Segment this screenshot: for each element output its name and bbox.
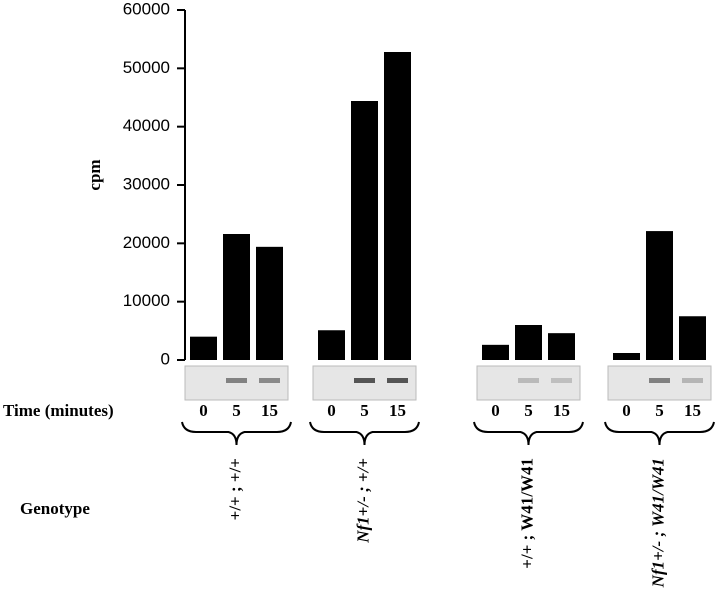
gel-band <box>551 378 572 383</box>
bar <box>384 52 411 360</box>
group-label: Nf1+/- ; +/+ <box>353 458 372 544</box>
y-tick-label: 20000 <box>123 233 170 252</box>
bar <box>646 231 673 360</box>
x-tick-label: 0 <box>199 401 208 420</box>
gel-band <box>649 378 670 383</box>
x-tick-label: 5 <box>232 401 241 420</box>
x-tick-label: 5 <box>655 401 664 420</box>
gel-band <box>354 378 375 383</box>
y-tick-label: 50000 <box>123 58 170 77</box>
y-axis-label: cpm <box>85 159 104 190</box>
bar <box>482 344 509 360</box>
bar <box>223 234 250 360</box>
x-axis-label: Time (minutes) <box>3 401 114 420</box>
bar <box>548 333 575 360</box>
gel-band <box>259 378 280 383</box>
x-tick-label: 15 <box>389 401 406 420</box>
bar <box>613 353 640 360</box>
bar <box>515 325 542 360</box>
bar <box>679 316 706 360</box>
group-brace <box>473 421 584 446</box>
gel-band <box>518 378 539 383</box>
x-tick-label: 15 <box>553 401 570 420</box>
group-axis-label: Genotype <box>20 499 90 518</box>
x-tick-label: 0 <box>622 401 631 420</box>
y-tick-label: 60000 <box>123 0 170 18</box>
gel-band <box>226 378 247 383</box>
bar <box>351 101 378 360</box>
gel-strip <box>607 365 712 401</box>
bar <box>190 336 217 360</box>
group-label: Nf1+/- ; W41/W41 <box>648 458 667 588</box>
gel-band <box>387 378 408 383</box>
bar <box>256 246 283 360</box>
gel-strip <box>476 365 581 401</box>
group-label: +/+ ; W41/W41 <box>517 458 536 569</box>
y-tick-label: 40000 <box>123 116 170 135</box>
x-tick-label: 5 <box>524 401 533 420</box>
group-label: +/+ ; +/+ <box>225 458 244 520</box>
group-brace <box>181 421 292 446</box>
x-tick-label: 0 <box>327 401 336 420</box>
x-tick-label: 15 <box>684 401 701 420</box>
group-brace <box>604 421 715 446</box>
bar <box>318 330 345 360</box>
gel-band <box>682 378 703 383</box>
group-brace <box>309 421 420 446</box>
y-tick-label: 10000 <box>123 291 170 310</box>
x-tick-label: 0 <box>491 401 500 420</box>
y-tick-label: 30000 <box>123 174 170 193</box>
x-tick-label: 15 <box>261 401 278 420</box>
y-tick-label: 0 <box>161 349 170 368</box>
x-tick-label: 5 <box>360 401 369 420</box>
